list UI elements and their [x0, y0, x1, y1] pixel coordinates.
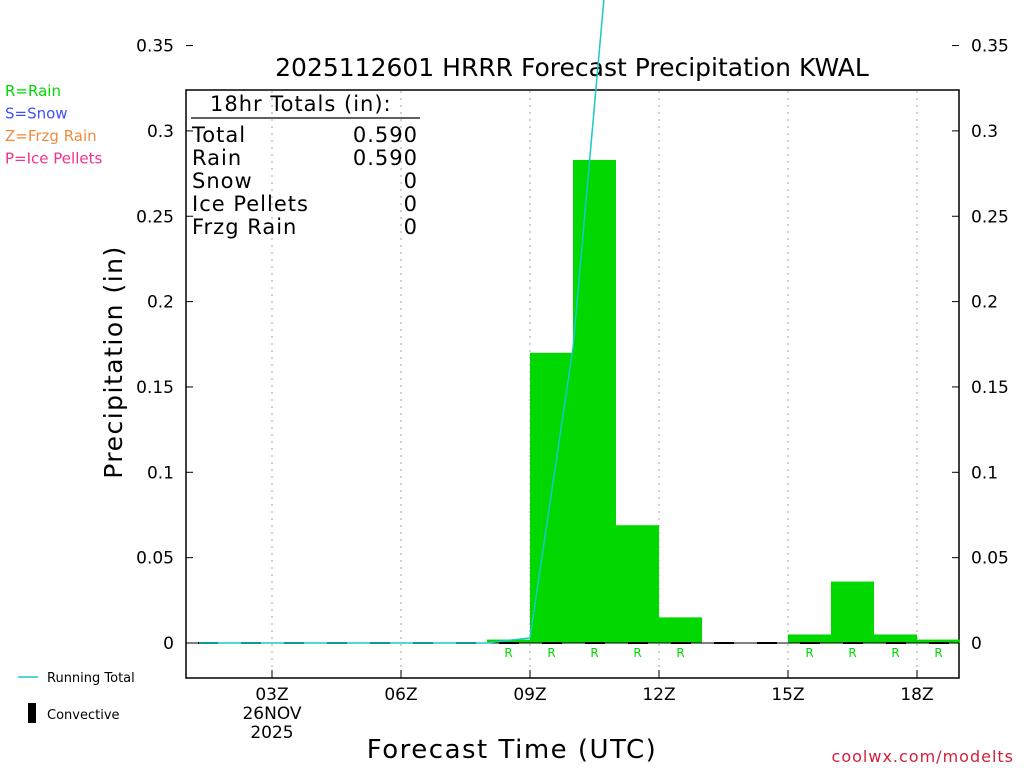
running-total-line	[198, 0, 605, 644]
y-tick-label-left: 0	[163, 634, 174, 654]
ptype-marker-16: R	[805, 646, 813, 660]
credit-text: coolwx.com/modelts	[832, 747, 1014, 766]
precip-bar-9	[487, 639, 530, 643]
y-tick-label-right: 0.2	[971, 293, 998, 313]
y-axis-label: Precipitation (in)	[99, 245, 128, 479]
y-tick-label-right: 0.15	[971, 378, 1009, 398]
y-tick-label-left: 0.15	[136, 378, 174, 398]
totals-label: Rain	[192, 146, 242, 170]
totals-label: Snow	[192, 169, 253, 193]
ptype-marker-13: R	[676, 646, 684, 660]
y-axis-left: 00.050.10.150.20.250.30.350.40.450.50.55…	[136, 37, 193, 654]
ptype-marker-12: R	[633, 646, 641, 660]
x-tick-label-06Z: 06Z	[384, 685, 417, 705]
y-tick-label-right: 0.05	[971, 549, 1009, 569]
precip-bar-19	[917, 639, 960, 643]
x-tick-label-12Z: 12Z	[642, 685, 675, 705]
totals-value: 0	[404, 192, 418, 216]
running-total-legend-label: Running Total	[47, 671, 135, 686]
ptype-marker-9: R	[504, 646, 512, 660]
convective-legend-swatch	[28, 703, 36, 723]
convective-legend: Convective	[28, 703, 120, 723]
ptype-legend: R=Rain S=Snow Z=Frzg Rain P=Ice Pellets	[5, 82, 102, 168]
totals-box: 18hr Totals (in): Total 0.590 Rain 0.590 Snow…	[191, 92, 420, 239]
x-date-line2: 2025	[250, 723, 293, 743]
y-tick-label-right: 0.35	[971, 37, 1009, 57]
y-axis-right: 00.050.10.150.20.250.30.350.40.450.50.55…	[952, 37, 1009, 654]
ptype-legend-frzg: Z=Frzg Rain	[5, 127, 97, 145]
chart-title: 2025112601 HRRR Forecast Precipitation K…	[275, 53, 869, 82]
precip-bars	[487, 159, 960, 643]
totals-label: Total	[191, 123, 246, 147]
totals-value: 0.590	[353, 123, 418, 147]
x-tick-label-18Z: 18Z	[900, 685, 933, 705]
x-axis-label: Forecast Time (UTC)	[367, 735, 658, 765]
totals-value: 0.590	[353, 146, 418, 170]
precip-bar-18	[874, 634, 917, 643]
y-tick-label-left: 0.05	[136, 549, 174, 569]
ptype-legend-rain: R=Rain	[5, 82, 61, 100]
y-tick-label-right: 0.3	[971, 122, 998, 142]
precip-bar-10	[530, 352, 573, 643]
ptype-marker-19: R	[934, 646, 942, 660]
y-tick-label-right: 0.1	[971, 463, 998, 483]
y-tick-label-left: 0.1	[147, 463, 174, 483]
precip-bar-13	[659, 617, 702, 643]
precip-bar-11	[573, 159, 616, 643]
convective-legend-label: Convective	[47, 708, 120, 723]
precip-bar-17	[831, 581, 874, 643]
totals-value: 0	[404, 169, 418, 193]
totals-value: 0	[404, 215, 418, 239]
ptype-marker-17: R	[848, 646, 856, 660]
y-tick-label-left: 0.25	[136, 207, 174, 227]
plot-frame	[185, 89, 960, 679]
precip-bar-16	[788, 634, 831, 643]
x-tick-label-09Z: 09Z	[513, 685, 546, 705]
y-tick-label-left: 0.2	[147, 293, 174, 313]
x-tick-label-15Z: 15Z	[771, 685, 804, 705]
ptype-marker-10: R	[547, 646, 555, 660]
y-tick-label-left: 0.35	[136, 37, 174, 57]
y-tick-label-left: 0.3	[147, 122, 174, 142]
precip-bar-12	[616, 525, 659, 643]
x-tick-label-03Z: 03Z	[255, 685, 288, 705]
x-date-line1: 26NOV	[242, 704, 301, 724]
ptype-marker-18: R	[891, 646, 899, 660]
running-total-legend: Running Total	[18, 671, 135, 686]
ptype-legend-snow: S=Snow	[5, 105, 68, 123]
ptype-marker-11: R	[590, 646, 598, 660]
y-tick-label-right: 0	[971, 634, 982, 654]
ptype-legend-ice: P=Ice Pellets	[5, 150, 102, 168]
totals-heading: 18hr Totals (in):	[210, 92, 392, 116]
totals-label: Frzg Rain	[192, 215, 297, 239]
running-total-polyline	[198, 0, 605, 644]
totals-label: Ice Pellets	[192, 192, 309, 216]
y-tick-label-right: 0.25	[971, 207, 1009, 227]
